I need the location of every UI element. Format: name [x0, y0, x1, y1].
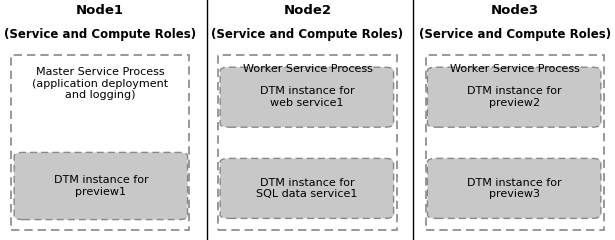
FancyBboxPatch shape	[220, 158, 394, 218]
Text: (Service and Compute Roles): (Service and Compute Roles)	[419, 28, 611, 41]
Text: Master Service Process
(application deployment
and logging): Master Service Process (application depl…	[32, 67, 169, 100]
FancyBboxPatch shape	[427, 67, 601, 127]
FancyBboxPatch shape	[218, 55, 397, 230]
Text: Node2: Node2	[284, 4, 331, 17]
Text: DTM instance for
preview3: DTM instance for preview3	[467, 178, 561, 199]
FancyBboxPatch shape	[427, 158, 601, 218]
FancyBboxPatch shape	[220, 67, 394, 127]
Text: Worker Service Process: Worker Service Process	[242, 64, 373, 74]
FancyBboxPatch shape	[14, 152, 188, 220]
Text: DTM instance for
preview1: DTM instance for preview1	[54, 175, 148, 197]
Text: DTM instance for
web service1: DTM instance for web service1	[260, 86, 354, 108]
Text: Node1: Node1	[76, 4, 124, 17]
Text: Node3: Node3	[491, 4, 539, 17]
Text: DTM instance for
SQL data service1: DTM instance for SQL data service1	[256, 178, 357, 199]
Text: DTM instance for
preview2: DTM instance for preview2	[467, 86, 561, 108]
Text: Worker Service Process: Worker Service Process	[450, 64, 580, 74]
Text: (Service and Compute Roles): (Service and Compute Roles)	[212, 28, 403, 41]
FancyBboxPatch shape	[11, 55, 189, 230]
FancyBboxPatch shape	[426, 55, 604, 230]
Text: (Service and Compute Roles): (Service and Compute Roles)	[4, 28, 196, 41]
